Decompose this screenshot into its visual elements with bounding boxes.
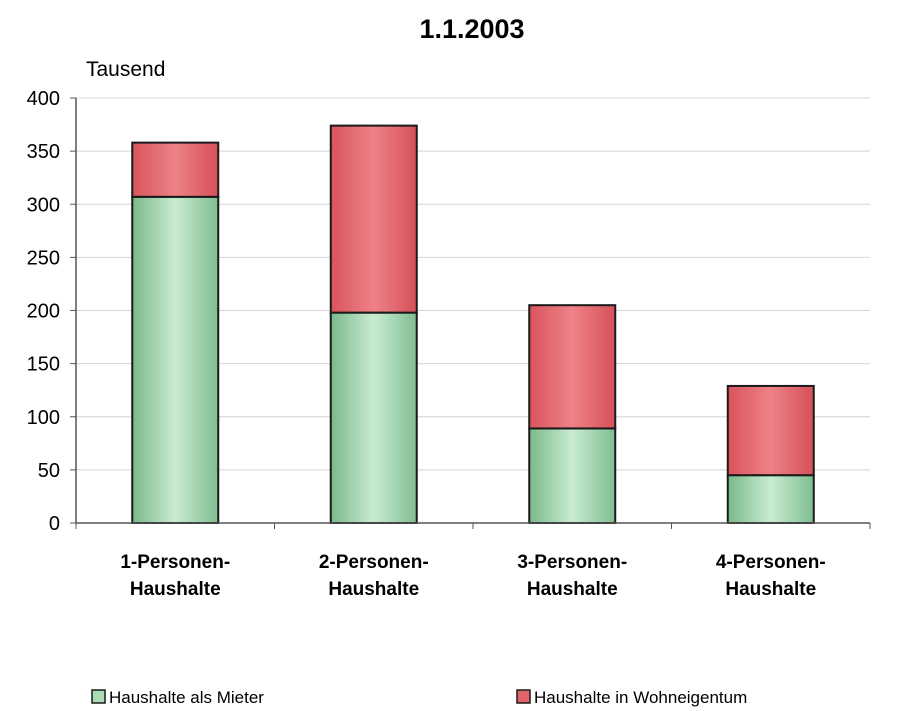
bar-wohneigentum bbox=[131, 141, 220, 198]
x-tick-label: 4-Personen- bbox=[716, 552, 826, 573]
y-tick-label: 200 bbox=[27, 301, 60, 323]
bars bbox=[131, 124, 815, 524]
y-tick-label: 250 bbox=[27, 247, 60, 269]
y-tick-label: 350 bbox=[27, 141, 60, 163]
bar-wohneigentum bbox=[329, 124, 418, 314]
x-tick-label: Haushalte bbox=[527, 579, 618, 600]
x-tick-label: Haushalte bbox=[725, 579, 816, 600]
legend: Haushalte als Mieter Haushalte in Wohneig… bbox=[91, 688, 747, 707]
bar-mieter bbox=[131, 195, 220, 524]
y-tick-label: 0 bbox=[49, 513, 60, 535]
bar-mieter bbox=[726, 474, 815, 524]
x-tick-label: 2-Personen- bbox=[319, 552, 429, 573]
y-tick-label: 100 bbox=[27, 407, 60, 429]
x-tick-label: Haushalte bbox=[130, 579, 221, 600]
bar-mieter bbox=[329, 311, 418, 524]
y-axis-label: Tausend bbox=[86, 58, 165, 81]
chart-title: 1.1.2003 bbox=[419, 14, 524, 44]
axes bbox=[75, 98, 871, 529]
bar-wohneigentum bbox=[726, 384, 815, 477]
legend-label: Haushalte als Mieter bbox=[109, 688, 264, 707]
y-tick-label: 50 bbox=[38, 460, 60, 482]
y-tick-label: 300 bbox=[27, 194, 60, 216]
legend-swatch bbox=[516, 689, 531, 704]
y-tick-label: 150 bbox=[27, 354, 60, 376]
x-axis-labels: 1-Personen- Haushalte 2-Personen- Haushalte… bbox=[120, 552, 825, 600]
x-tick-label: 1-Personen- bbox=[120, 552, 230, 573]
bar-mieter bbox=[528, 427, 617, 524]
bar-wohneigentum bbox=[528, 304, 617, 430]
legend-swatch bbox=[91, 689, 106, 704]
x-tick-label: 3-Personen- bbox=[517, 552, 627, 573]
legend-label: Haushalte in Wohneigentum bbox=[534, 688, 747, 707]
x-tick-label: Haushalte bbox=[328, 579, 419, 600]
y-tick-label: 400 bbox=[27, 88, 60, 110]
y-axis-ticks: 0 50 100 150 200 250 300 350 400 bbox=[27, 88, 76, 535]
